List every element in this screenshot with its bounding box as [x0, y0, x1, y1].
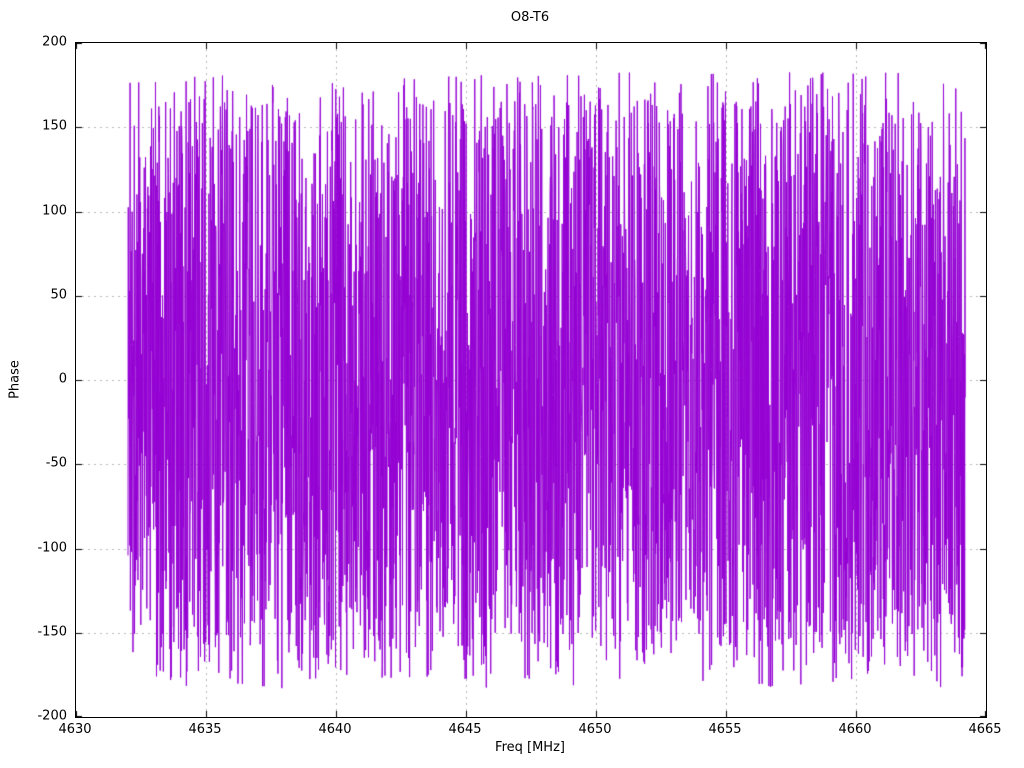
- x-tick-label: 4660: [838, 722, 872, 737]
- plot-area: [75, 42, 987, 718]
- x-tick-label: 4650: [578, 722, 612, 737]
- x-tick-label: 4665: [968, 722, 1002, 737]
- y-tick-label: 0: [58, 371, 67, 387]
- y-tick-label: -50: [45, 455, 67, 471]
- x-tick-label: 4630: [58, 722, 92, 737]
- x-tick-label: 4635: [188, 722, 222, 737]
- chart-title: O8-T6: [510, 10, 550, 25]
- y-tick-label: 100: [42, 203, 67, 218]
- y-tick-label: -150: [37, 624, 67, 640]
- y-tick-label: -200: [37, 708, 67, 724]
- x-tick-label: 4640: [318, 722, 352, 737]
- x-axis-label: Freq [MHz]: [495, 740, 565, 755]
- x-tick-label: 4655: [708, 722, 742, 737]
- y-axis-label: Phase: [7, 360, 23, 399]
- y-tick-label: -100: [37, 540, 67, 555]
- phase-trace-canvas: [76, 43, 986, 717]
- y-tick-label: 50: [50, 287, 67, 303]
- x-tick-label: 4645: [448, 722, 482, 737]
- y-tick-label: 200: [42, 34, 67, 50]
- y-tick-label: 150: [42, 118, 67, 134]
